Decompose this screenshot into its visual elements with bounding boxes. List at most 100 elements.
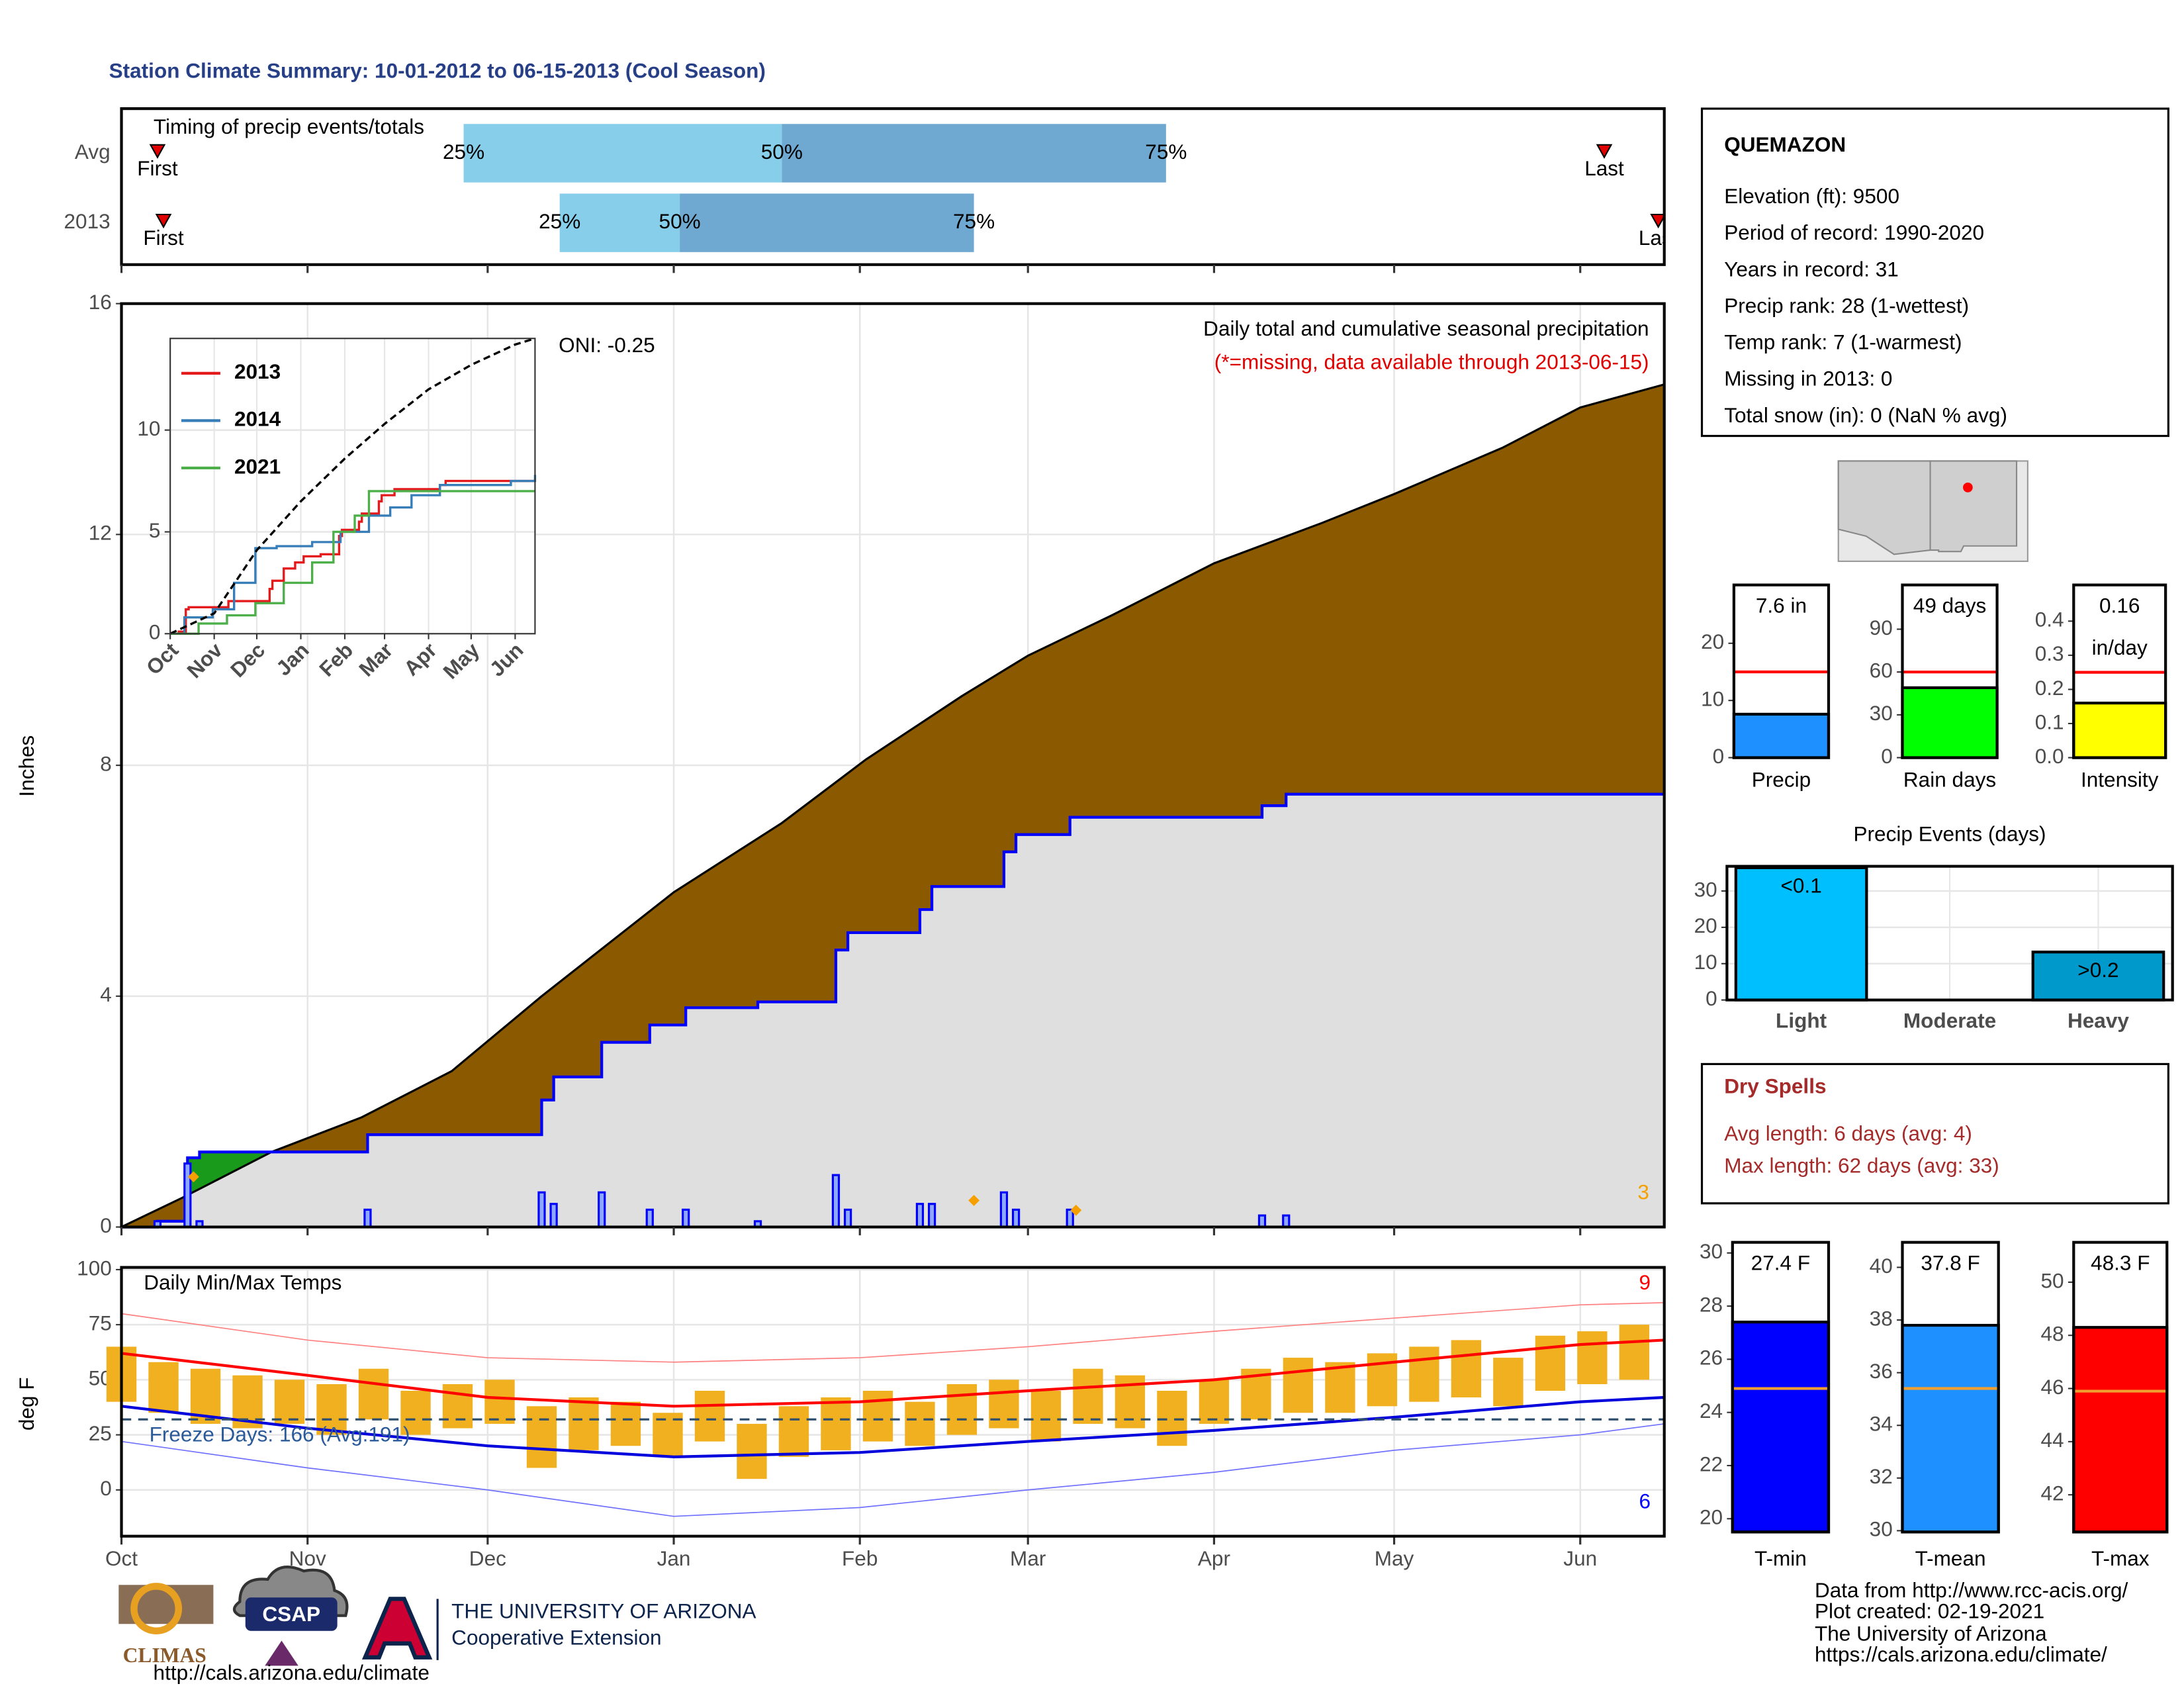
temp-range-bar	[905, 1401, 935, 1446]
season-area	[121, 794, 1664, 1227]
y-tick-label: 0	[100, 1476, 112, 1500]
early-bar	[559, 193, 680, 252]
dry-spells-title: Dry Spells	[1724, 1074, 1826, 1098]
missing-marker	[968, 1195, 980, 1206]
temp-range-bar	[1199, 1380, 1230, 1424]
temp-range-bar	[1157, 1390, 1187, 1446]
y-tick-label: 30	[1870, 1517, 1893, 1541]
dry-spells-line: Avg length: 6 days (avg: 4)	[1724, 1121, 1972, 1145]
category-label: T-max	[2091, 1546, 2150, 1570]
bar-label: <0.1	[1780, 874, 1821, 898]
temp-range-bar	[1619, 1325, 1650, 1380]
temp-range-bar	[484, 1380, 515, 1424]
temp-range-bar	[1283, 1358, 1314, 1413]
season-line	[170, 479, 535, 635]
y-tick-label: 10	[1694, 950, 1717, 974]
temp-range-bar	[358, 1368, 389, 1420]
dry-spells-box	[1700, 1062, 2169, 1205]
bar	[1901, 1323, 2000, 1534]
credit-line: Plot created: 02-19-2021	[1815, 1599, 2044, 1623]
percentile-label: 50%	[659, 209, 701, 233]
chart-subtitle: (*=missing, data available through 2013-…	[1214, 350, 1649, 373]
x-tick-label: May	[1375, 1546, 1414, 1570]
y-tick-label: 60	[1870, 659, 1893, 682]
y-tick-label: 20	[1694, 914, 1717, 937]
plot-border	[1731, 1241, 1831, 1534]
daily-bar	[183, 1162, 192, 1229]
chart-title: Timing of precip events/totals	[154, 115, 424, 138]
category-label: Heavy	[2068, 1009, 2129, 1033]
credit-line: The University of Arizona	[1815, 1621, 2047, 1645]
plot-border	[2072, 1241, 2169, 1534]
station-detail: Precip rank: 28 (1-wettest)	[1724, 293, 1969, 317]
y-tick-label: 34	[1870, 1412, 1893, 1436]
value-label: 27.4 F	[1751, 1251, 1810, 1275]
x-tick-label: Nov	[289, 1546, 326, 1570]
percentile-label: 75%	[1145, 140, 1187, 164]
event-marker	[1596, 144, 1613, 159]
x-tick-label: Feb	[842, 1546, 878, 1570]
record-count: 9	[1639, 1270, 1651, 1294]
station-detail: Temp rank: 7 (1-warmest)	[1724, 330, 1962, 354]
category-label: Light	[1776, 1009, 1827, 1033]
station-box	[1700, 107, 2169, 438]
daily-bar	[1257, 1214, 1267, 1229]
map-state	[1929, 460, 2018, 553]
ua-name: THE UNIVERSITY OF ARIZONA	[451, 1599, 756, 1623]
legend-label: 2014	[234, 407, 281, 431]
y-tick-label: 0.4	[2035, 608, 2064, 632]
temp-range-bar	[610, 1401, 641, 1446]
unit-label: in/day	[2092, 635, 2148, 659]
x-tick-label: Oct	[105, 1546, 138, 1570]
daily-bar	[537, 1191, 546, 1229]
daily-bar	[549, 1203, 558, 1229]
category-label: T-min	[1754, 1546, 1807, 1570]
csap-mountain	[265, 1640, 298, 1666]
value-label: 48.3 F	[2091, 1251, 2150, 1275]
y-axis-label: Inches	[15, 735, 38, 797]
temp-range-bar	[442, 1384, 473, 1429]
y-tick-label: 0	[149, 620, 161, 644]
temp-range-bar	[862, 1390, 893, 1442]
y-tick-label: 0.0	[2035, 744, 2064, 768]
daily-bar	[843, 1208, 852, 1229]
bar	[2072, 701, 2167, 759]
y-axis-label: deg F	[15, 1377, 38, 1430]
plot-border	[2072, 583, 2167, 759]
ua-logo	[361, 1597, 433, 1660]
plot-border	[1901, 583, 1999, 759]
season-line	[121, 792, 1664, 1229]
x-tick-label: Mar	[1010, 1546, 1046, 1570]
daily-bar	[831, 1174, 841, 1229]
station-detail: Years in record: 31	[1724, 257, 1899, 281]
dry-spells-line: Max length: 62 days (avg: 33)	[1724, 1153, 1999, 1177]
x-tick-label: Apr	[1198, 1546, 1230, 1570]
category-label: Intensity	[2081, 768, 2159, 792]
temp-range-bar	[737, 1423, 767, 1479]
event-marker	[155, 213, 172, 229]
extension-name: Cooperative Extension	[451, 1626, 661, 1650]
temp-line	[121, 1395, 1664, 1458]
y-tick-label: 75	[89, 1311, 112, 1335]
y-tick-label: 50	[2040, 1268, 2064, 1292]
event-label: Last	[1639, 226, 1678, 250]
y-tick-label: 48	[2040, 1322, 2064, 1346]
temp-range-bar	[1030, 1390, 1062, 1442]
value-label: 0.16	[2099, 594, 2140, 618]
bar	[1731, 1321, 1831, 1534]
y-tick-label: 38	[1870, 1306, 1893, 1330]
daily-bar	[1066, 1208, 1074, 1229]
y-tick-label: 30	[1694, 877, 1717, 901]
station-location	[1963, 483, 1973, 492]
category-label: Precip	[1752, 768, 1811, 792]
temp-range-bar	[1073, 1368, 1103, 1424]
y-tick-label: 46	[2040, 1375, 2064, 1399]
y-tick-label: 100	[77, 1256, 112, 1280]
temp-range-bar	[1577, 1331, 1608, 1385]
temp-range-bar	[778, 1406, 809, 1457]
percentile-label: 50%	[761, 140, 803, 164]
temp-line	[121, 1338, 1664, 1408]
y-tick-label: 32	[1870, 1464, 1893, 1488]
temp-line	[121, 1423, 1664, 1517]
bar	[1732, 712, 1831, 759]
